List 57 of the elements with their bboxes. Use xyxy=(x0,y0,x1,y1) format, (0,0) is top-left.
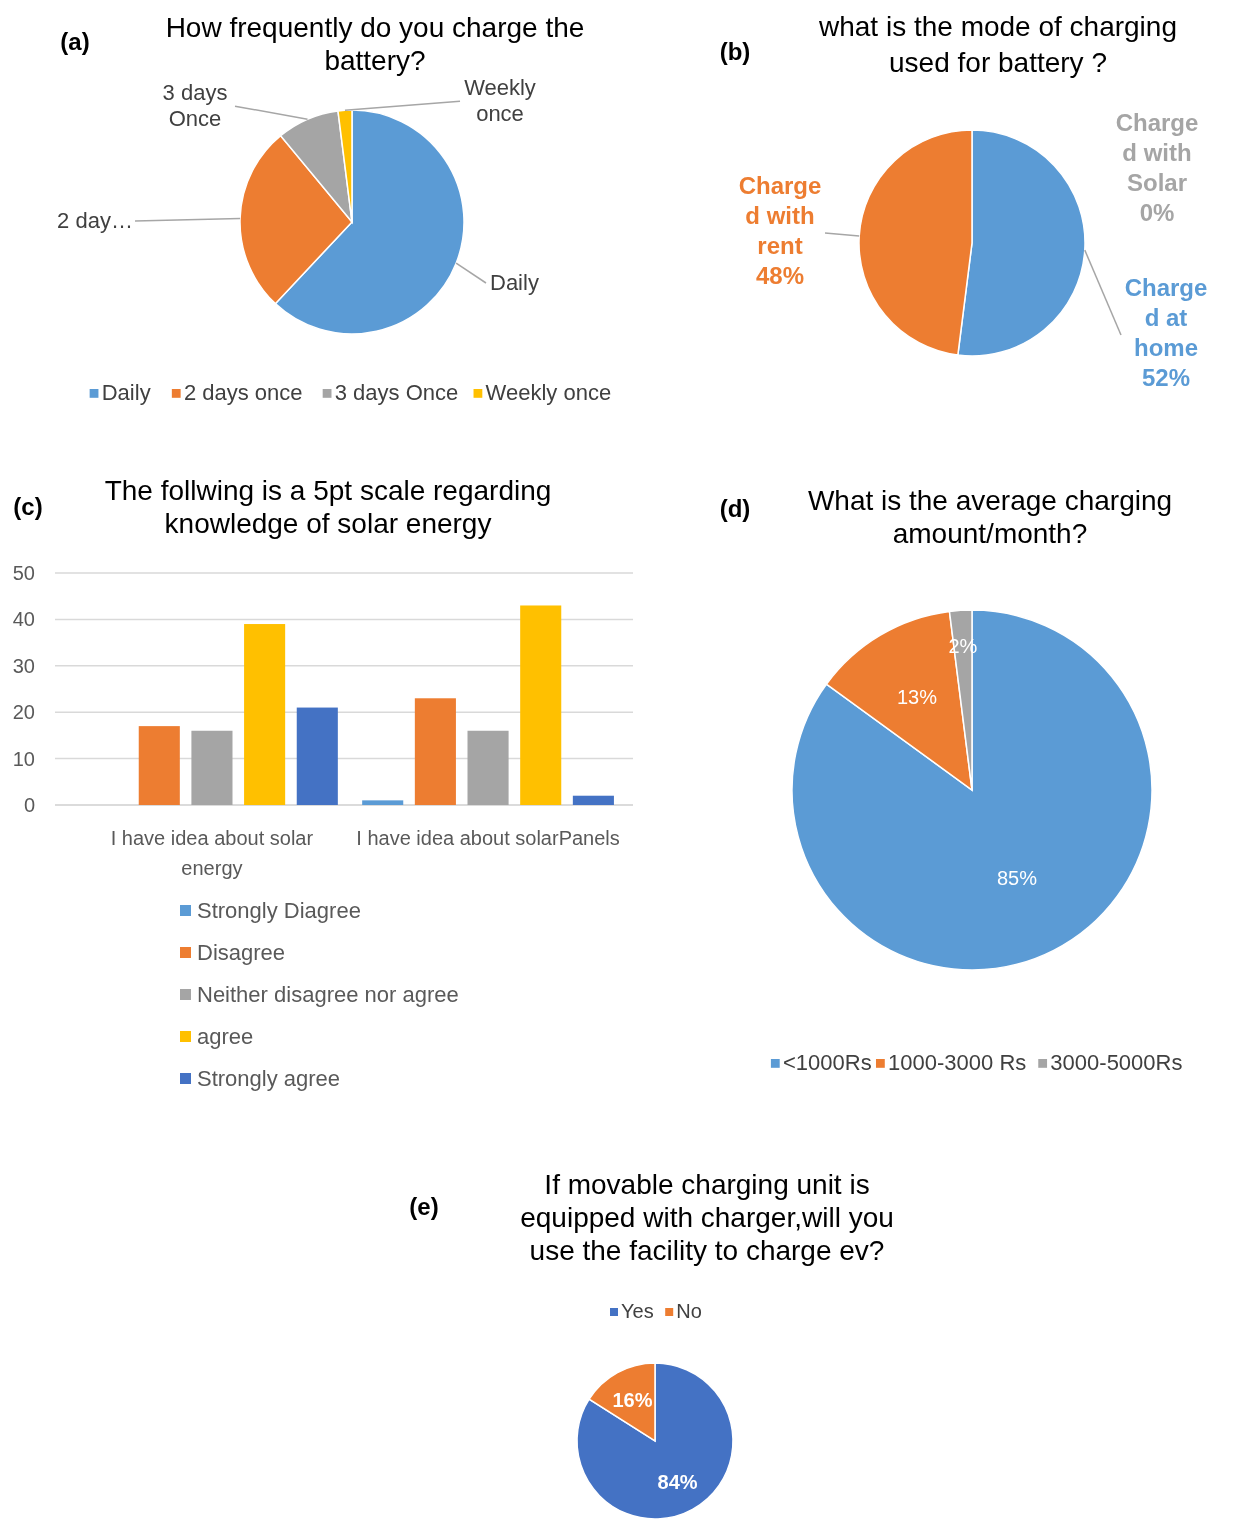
pie-slice xyxy=(791,609,1153,971)
legend-label: 3000-5000Rs xyxy=(1050,1050,1183,1075)
bar xyxy=(467,730,509,805)
bar xyxy=(191,730,233,805)
y-tick-label: 10 xyxy=(12,747,35,770)
legend-label: Disagree xyxy=(197,940,286,965)
slice-label: Charge d at home xyxy=(1124,274,1208,361)
legend-label: Daily xyxy=(101,380,151,405)
y-tick-label: 0 xyxy=(23,794,35,816)
bar xyxy=(520,605,562,805)
legend-label: 2 days once xyxy=(183,380,303,405)
bar xyxy=(138,726,180,805)
y-tick-label: 30 xyxy=(12,654,35,677)
y-tick-label: 40 xyxy=(12,608,35,631)
chart-title: The follwing is a 5pt scale regarding knowledge of solar energy xyxy=(104,475,552,539)
legend-label: 3 days Once xyxy=(334,380,459,405)
chart-title: What is the average charging amount/month? xyxy=(807,485,1173,549)
text: Daily xyxy=(490,270,539,295)
chart-title: If movable charging unit is equipped with charger,will you use the facility to charge ev? xyxy=(520,1169,894,1266)
legend-label: 1000-3000 Rs xyxy=(888,1050,1027,1075)
legend-label: <1000Rs xyxy=(783,1050,872,1075)
chart-title: what is the mode of charging used for battery ? xyxy=(818,11,1177,78)
legend-label: Weekly once xyxy=(485,380,612,405)
data-label: 13% xyxy=(897,686,938,709)
legend-label: Strongly Diagree xyxy=(197,898,361,923)
text: (b) xyxy=(719,38,751,65)
bar xyxy=(244,624,286,805)
text: Weekly once xyxy=(464,75,536,127)
text: (d) xyxy=(719,495,751,522)
pie-slice xyxy=(576,1362,734,1520)
data-label: 84% xyxy=(657,1471,698,1494)
bar xyxy=(414,698,456,805)
slice-label: Charge d with rent xyxy=(738,172,822,259)
text: 2 day… xyxy=(57,208,133,233)
bar xyxy=(572,795,614,805)
text: (e) xyxy=(409,1193,439,1220)
data-label: 48% xyxy=(755,262,805,289)
chart-title: How frequently do you charge the battery? xyxy=(165,12,585,76)
bar xyxy=(362,800,404,805)
text: (a) xyxy=(60,28,90,55)
data-label: 85% xyxy=(996,867,1038,890)
legend-label: Strongly agree xyxy=(197,1066,341,1091)
bar xyxy=(296,707,338,805)
y-tick-label: 50 xyxy=(12,562,35,584)
legend-label: No xyxy=(676,1300,702,1322)
text: 0% xyxy=(1139,199,1175,226)
data-label: 52% xyxy=(1141,364,1191,391)
text: (c) xyxy=(13,493,43,520)
legend-label: Yes xyxy=(621,1300,654,1322)
x-tick-label: I have idea about solarPanels xyxy=(356,827,620,849)
legend-label: agree xyxy=(197,1024,254,1049)
legend-label: Neither disagree nor agree xyxy=(197,982,459,1007)
text: 3 days Once xyxy=(162,80,228,132)
x-tick-label: I have idea about solar energy xyxy=(110,827,314,879)
data-label: 16% xyxy=(612,1388,653,1411)
y-tick-label: 20 xyxy=(12,701,35,724)
category-label: Charge d with Solar xyxy=(1115,109,1199,196)
